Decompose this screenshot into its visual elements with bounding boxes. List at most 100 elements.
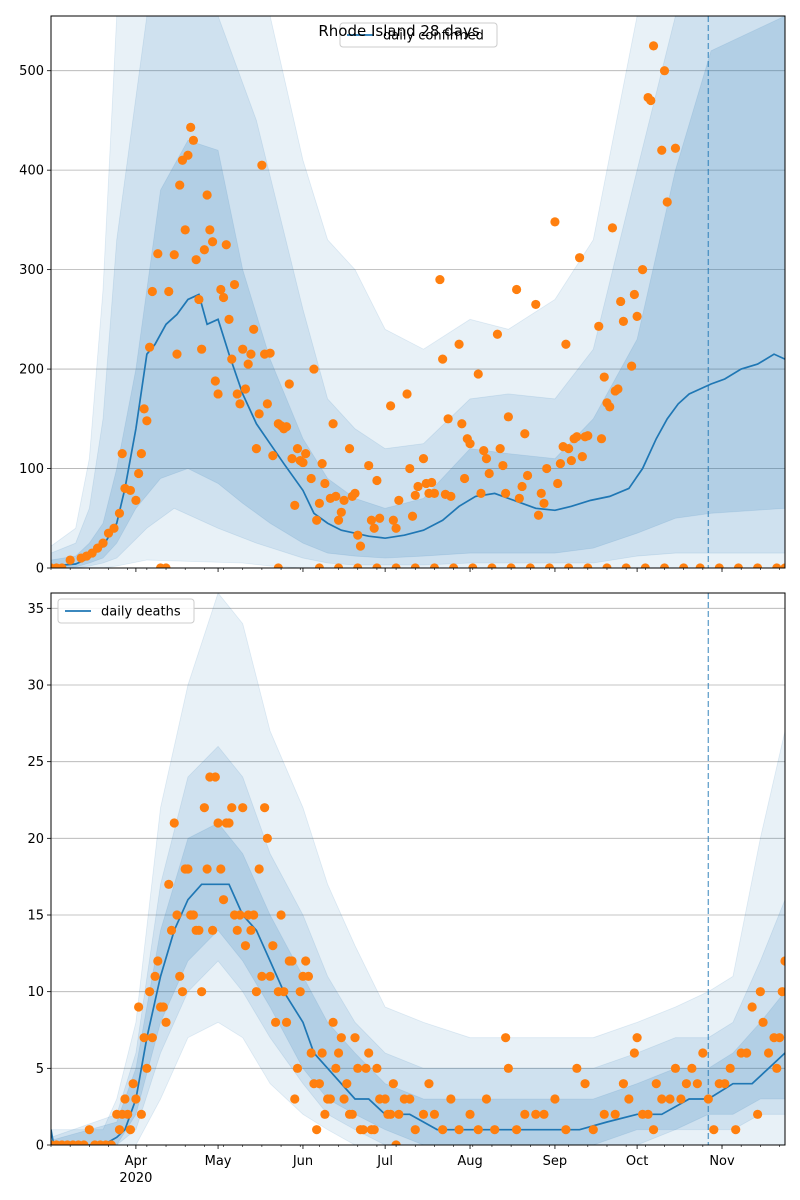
y-tick-label: 10: [27, 985, 44, 1000]
data-point: [429, 1109, 440, 1119]
data-point: [402, 389, 412, 399]
data-point: [375, 513, 385, 523]
x-tick-label: Jun: [292, 1154, 313, 1169]
data-point: [429, 563, 440, 568]
data-point: [476, 488, 486, 499]
data-point: [566, 455, 576, 466]
data-point: [161, 1017, 171, 1027]
data-point: [465, 439, 475, 449]
data-point: [183, 864, 193, 874]
uncertainty-band: [51, 16, 785, 568]
data-point: [355, 541, 366, 551]
y-tick-label: 30: [27, 679, 44, 694]
data-point: [632, 311, 642, 321]
y-tick-label: 0: [36, 1139, 44, 1154]
data-point: [405, 463, 415, 474]
data-point: [353, 1063, 363, 1073]
data-point: [292, 1063, 303, 1073]
data-point: [657, 1094, 667, 1104]
data-point: [692, 1079, 702, 1089]
data-point: [501, 1033, 511, 1043]
data-point: [665, 1094, 675, 1104]
data-point: [224, 818, 234, 828]
data-point: [772, 1063, 782, 1073]
data-point: [333, 515, 344, 525]
data-point: [194, 925, 204, 935]
data-point: [599, 372, 609, 382]
data-point: [391, 563, 401, 568]
data-point: [142, 1063, 152, 1073]
data-point: [544, 563, 555, 568]
data-point: [457, 419, 467, 429]
legend-box: [339, 22, 498, 48]
data-point: [742, 1048, 752, 1058]
data-point: [284, 379, 294, 389]
data-point: [109, 523, 119, 533]
data-point: [314, 498, 325, 508]
data-point: [511, 1125, 522, 1135]
data-point: [216, 284, 226, 295]
data-point: [202, 190, 212, 200]
data-point: [350, 1033, 360, 1043]
data-point: [317, 1048, 327, 1058]
y-tick-label: 100: [19, 462, 44, 477]
data-point: [273, 563, 283, 568]
data-point: [605, 402, 615, 412]
data-point: [424, 1079, 434, 1089]
data-point: [207, 925, 218, 935]
data-point: [254, 409, 264, 419]
data-point: [279, 987, 289, 997]
data-point: [369, 523, 379, 533]
data-point: [249, 324, 259, 334]
data-point: [353, 530, 363, 540]
legend: daily deaths: [57, 598, 195, 624]
data-point: [210, 376, 220, 386]
chart-title: Rhode Island 28 days: [318, 22, 479, 40]
data-point: [229, 279, 240, 290]
data-point: [555, 458, 566, 469]
data-point: [503, 412, 513, 422]
y-tick-label: 0: [36, 562, 44, 577]
data-point: [144, 342, 155, 352]
data-point: [257, 160, 267, 170]
data-point: [758, 1017, 768, 1027]
data-point: [268, 451, 278, 461]
data-point: [643, 1109, 653, 1119]
data-point: [473, 369, 483, 379]
data-point: [249, 910, 259, 920]
data-point: [564, 563, 574, 568]
data-point: [435, 274, 445, 285]
data-point: [449, 563, 459, 568]
data-point: [320, 478, 330, 489]
data-point: [681, 1079, 692, 1089]
data-point: [194, 294, 204, 305]
data-point: [306, 1048, 316, 1058]
data-point: [207, 237, 218, 247]
data-point: [662, 197, 672, 207]
data-point: [287, 956, 297, 966]
data-point: [172, 349, 182, 359]
data-point: [536, 488, 546, 499]
data-point: [616, 296, 626, 307]
data-point: [292, 444, 303, 454]
data-point: [114, 1125, 125, 1135]
uncertainty-band: [51, 16, 785, 568]
data-point: [364, 460, 374, 471]
data-point: [659, 66, 670, 76]
data-point: [114, 508, 125, 518]
x-tick-label: Sep: [543, 1154, 568, 1169]
data-point: [232, 925, 242, 935]
data-point: [251, 444, 262, 454]
observed-points: [51, 772, 785, 1145]
data-point: [438, 1125, 448, 1135]
observed-points: [51, 41, 785, 568]
data-point: [473, 1125, 483, 1135]
x-tick-label: Oct: [626, 1154, 648, 1169]
y-tick-label: 300: [19, 263, 44, 278]
legend-box: [57, 598, 195, 624]
data-point: [270, 1017, 281, 1027]
data-point: [459, 473, 470, 484]
data-point: [446, 491, 456, 501]
data-point: [57, 563, 67, 568]
